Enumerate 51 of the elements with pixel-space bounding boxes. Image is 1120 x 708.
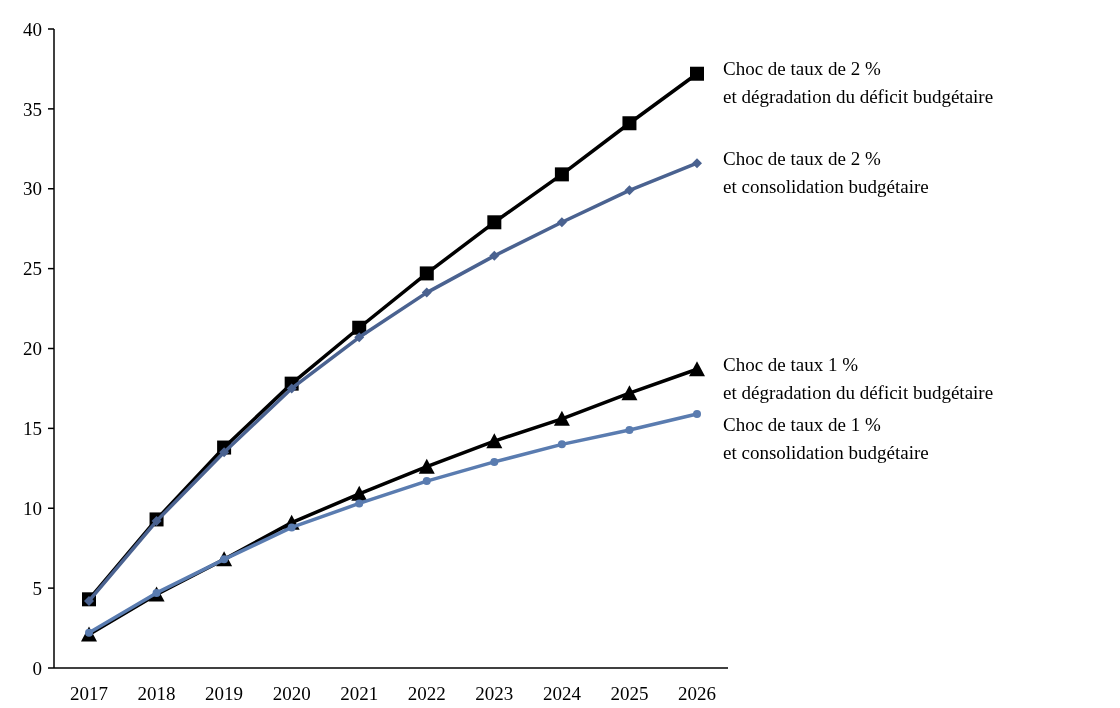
point: [689, 361, 705, 377]
series-label: Choc de taux de 1 % et consolidation budgétaire: [723, 413, 929, 463]
point: [352, 320, 367, 335]
x-tick-label: 2025: [610, 683, 649, 704]
x-tick-label: 2026: [678, 683, 716, 704]
point: [421, 287, 432, 298]
y-tick-label: 40: [23, 18, 42, 40]
y-tick-label: 5: [32, 577, 42, 599]
x-tick-label: 2019: [205, 683, 244, 704]
series-label: Choc de taux de 2 % et consolidation budgétaire: [723, 147, 929, 197]
y-tick-label: 20: [23, 338, 42, 360]
point: [286, 383, 297, 394]
point: [622, 116, 637, 131]
point: [487, 215, 502, 230]
point: [486, 433, 503, 449]
point: [355, 499, 364, 508]
point: [621, 385, 638, 401]
point: [419, 266, 434, 281]
point: [557, 440, 566, 449]
point: [422, 477, 431, 486]
point: [351, 485, 368, 501]
point: [490, 457, 499, 466]
x-tick-label: 2021: [340, 683, 379, 704]
y-tick-label: 30: [23, 178, 42, 200]
point: [556, 217, 567, 228]
point: [554, 167, 569, 182]
y-tick-label: 10: [23, 497, 42, 519]
point: [693, 410, 701, 418]
x-tick-label: 2018: [137, 683, 176, 704]
series-label: Choc de taux de 2 % et dégradation du déficit budgétaire: [723, 58, 994, 108]
point: [553, 410, 570, 426]
point: [418, 458, 435, 474]
series-label: Choc de taux 1 % et dégradation du déficit budgétaire: [723, 353, 994, 403]
x-tick-label: 2022: [407, 683, 446, 704]
point: [624, 185, 635, 196]
x-tick-label: 2024: [542, 683, 582, 704]
point: [690, 66, 704, 81]
point: [625, 425, 634, 434]
point: [151, 516, 162, 527]
y-tick-label: 35: [23, 98, 42, 120]
point: [287, 523, 296, 532]
y-tick-label: 0: [32, 657, 42, 679]
x-tick-label: 2017: [70, 683, 108, 704]
point: [354, 332, 365, 343]
point: [489, 250, 500, 261]
point: [692, 158, 702, 169]
point: [219, 447, 230, 458]
y-tick-label: 25: [23, 258, 42, 280]
y-tick-label: 15: [23, 418, 42, 440]
x-tick-label: 2020: [272, 683, 311, 704]
x-tick-label: 2023: [475, 683, 514, 704]
